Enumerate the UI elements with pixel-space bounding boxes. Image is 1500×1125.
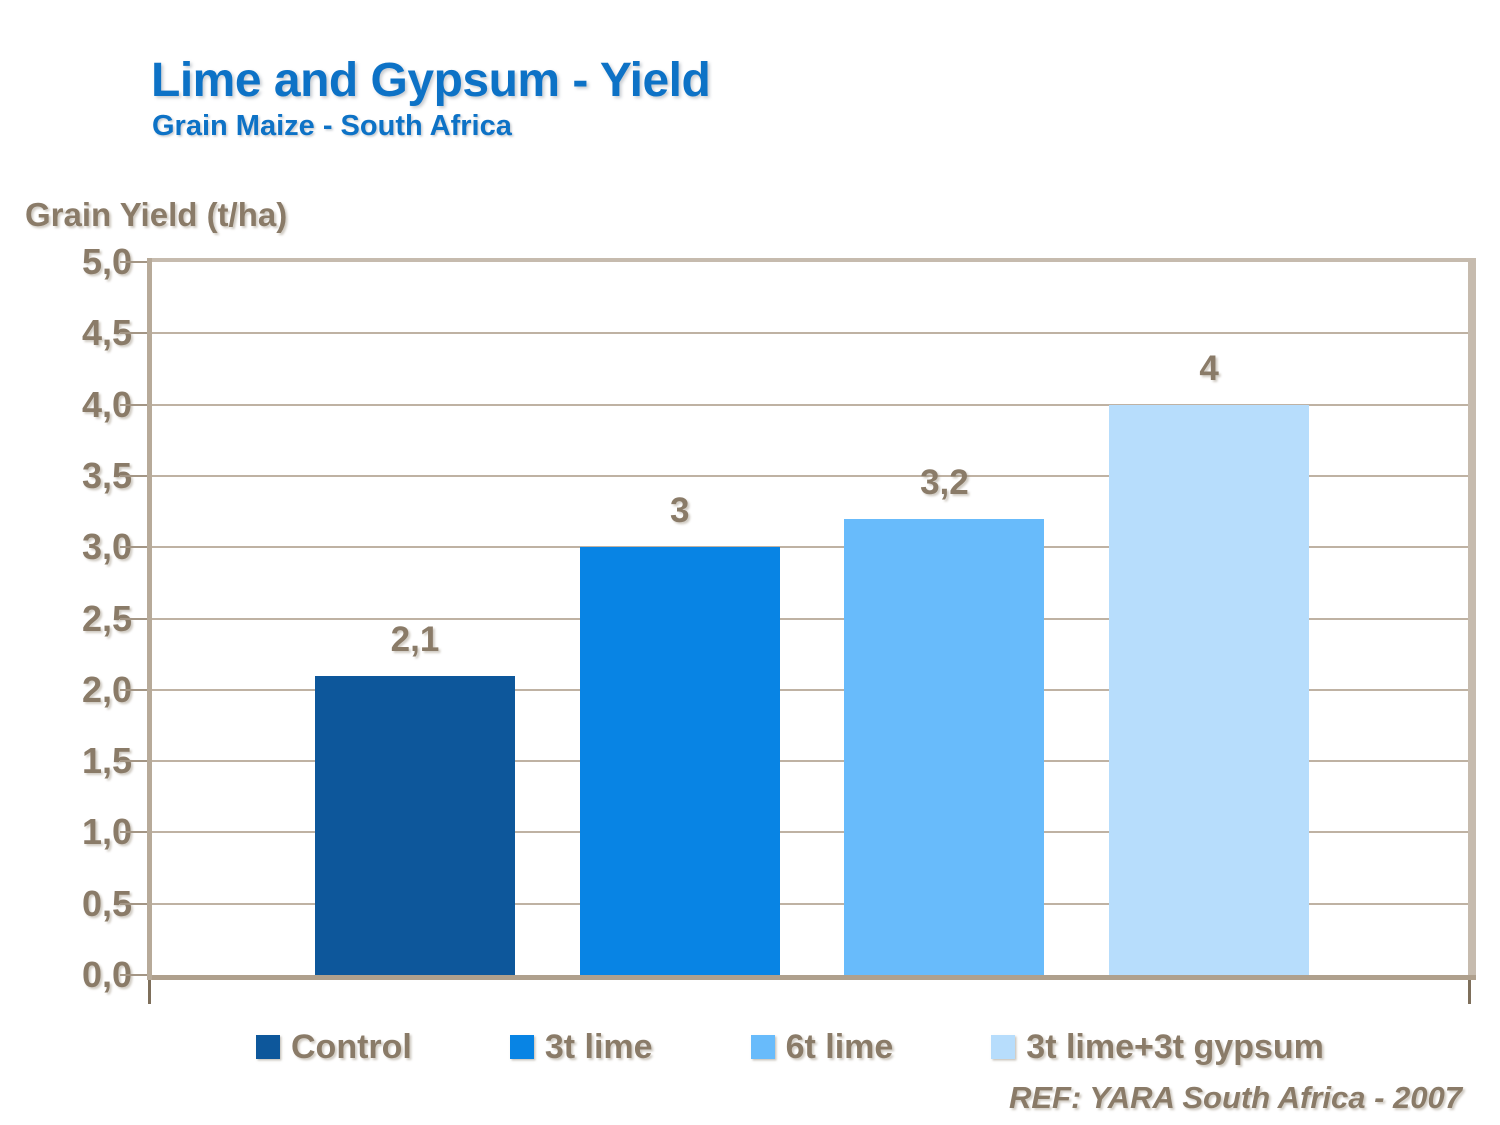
plot-border-top — [147, 258, 1476, 262]
bar-6t-lime — [844, 518, 1045, 975]
y-tick-label: 1,5 — [81, 740, 132, 782]
x-axis-tick-left — [148, 980, 151, 1004]
legend-label: 3t lime — [544, 1027, 653, 1066]
gridline — [152, 688, 1468, 691]
y-tick-label: 4,0 — [81, 383, 132, 425]
y-tick-label: 1,0 — [81, 811, 132, 853]
bar-value-control: 2,1 — [390, 619, 440, 659]
plot-area: 2,1 3 3,2 4 — [147, 258, 1476, 1004]
gridline — [152, 831, 1468, 834]
y-tick-label: 5,0 — [81, 241, 132, 282]
y-tick-label: 3,5 — [81, 454, 132, 496]
y-tick-mark — [120, 617, 152, 620]
legend-item-3t-lime: 3t lime — [509, 1027, 653, 1067]
y-tick-mark — [120, 902, 152, 905]
legend-swatch-icon — [509, 1035, 534, 1059]
y-tick-mark — [120, 831, 152, 834]
legend-item-control: Control — [256, 1028, 412, 1067]
chart-legend: Control 3t lime 6t lime 3t lime+3t gypsum — [256, 1024, 1324, 1070]
legend-label: 3t lime+3t gypsum — [1026, 1027, 1324, 1066]
chart-title: Lime and Gypsum - Yield — [151, 54, 711, 107]
bar-value-3t-lime: 3 — [669, 491, 690, 531]
y-tick-label: 0,5 — [81, 882, 132, 924]
y-tick-mark — [120, 403, 152, 406]
y-tick-label: 3,0 — [81, 526, 132, 568]
y-tick-mark — [120, 974, 152, 976]
x-axis-tick-right — [1468, 980, 1471, 1004]
y-tick-mark — [120, 760, 152, 763]
gridline — [152, 332, 1468, 335]
bar-control — [315, 675, 515, 975]
legend-swatch-icon — [256, 1035, 280, 1059]
bar-3t-lime-3t-gypsum — [1109, 404, 1310, 975]
reference-text: REF: YARA South Africa - 2007 — [1008, 1080, 1462, 1115]
y-tick-label: 2,5 — [81, 597, 132, 639]
y-tick-mark — [120, 688, 152, 691]
gridline — [152, 546, 1468, 549]
legend-swatch-icon — [750, 1035, 775, 1059]
y-tick-mark — [120, 332, 152, 335]
y-axis-title: Grain Yield (t/ha) — [25, 196, 288, 233]
y-tick-label: 4,5 — [81, 312, 132, 354]
y-tick-mark — [120, 546, 152, 549]
y-tick-label: 2,0 — [81, 668, 132, 710]
gridline — [152, 403, 1468, 406]
plot-border-left — [147, 258, 152, 980]
bar-3t-lime — [579, 547, 780, 975]
bar-value-6t-lime: 3,2 — [920, 462, 969, 502]
legend-item-3t-lime-3t-gypsum: 3t lime+3t gypsum — [991, 1028, 1324, 1067]
gridline — [152, 474, 1468, 477]
legend-label: 6t lime — [785, 1027, 894, 1066]
gridline — [152, 617, 1468, 620]
gridline — [152, 760, 1468, 763]
plot-border-bottom — [147, 975, 1476, 980]
y-tick-label: 0,0 — [81, 954, 132, 995]
y-tick-mark — [120, 261, 152, 263]
chart-subtitle: Grain Maize - South Africa — [152, 110, 512, 142]
plot-border-right — [1468, 258, 1476, 980]
bar-value-3t-lime-3t-gypsum: 4 — [1199, 348, 1219, 388]
legend-label: Control — [291, 1027, 412, 1066]
legend-swatch-icon — [991, 1035, 1016, 1059]
legend-item-6t-lime: 6t lime — [750, 1027, 894, 1067]
y-tick-mark — [120, 474, 152, 477]
gridline — [152, 902, 1468, 905]
